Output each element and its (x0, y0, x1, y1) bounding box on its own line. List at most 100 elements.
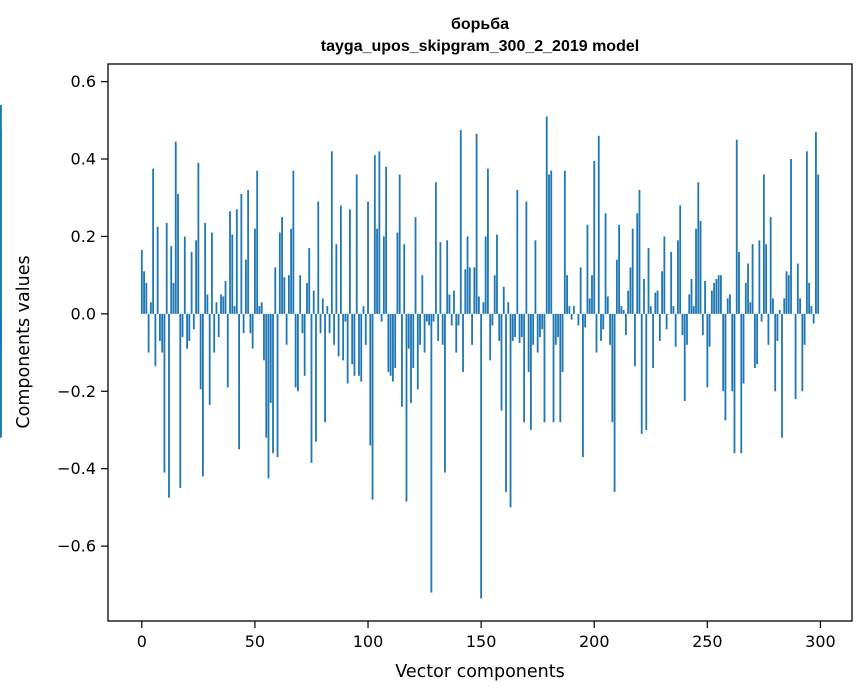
bar (455, 313, 458, 353)
bar (170, 246, 173, 314)
bar (416, 313, 419, 390)
bar (188, 313, 191, 341)
bar (364, 313, 367, 345)
bar (165, 222, 168, 314)
bar (613, 313, 616, 492)
bar (477, 296, 480, 314)
bar (570, 313, 573, 320)
bar (799, 298, 801, 314)
bar (554, 313, 557, 345)
bar (358, 313, 360, 376)
x-tick-label: 150 (466, 632, 497, 651)
bar (177, 193, 179, 314)
bar (670, 251, 673, 314)
bar (349, 209, 351, 314)
bar (238, 313, 240, 450)
bar (618, 224, 621, 314)
bar (303, 313, 306, 376)
bar (627, 290, 630, 314)
bar (459, 130, 462, 314)
bar (242, 313, 245, 334)
bar (796, 263, 799, 314)
x-axis-label: Vector components (395, 662, 564, 682)
bar (371, 313, 374, 500)
bar (640, 313, 643, 434)
bar (398, 174, 401, 314)
bar (217, 313, 220, 338)
bar (254, 228, 256, 314)
x-tick-label: 50 (245, 632, 265, 651)
bar (545, 116, 548, 314)
bar (342, 313, 345, 361)
bar (760, 313, 763, 322)
bar (591, 275, 593, 314)
bar (525, 201, 528, 314)
bar (643, 279, 645, 314)
bar (457, 313, 460, 326)
bar (380, 313, 383, 322)
bar (586, 224, 589, 314)
bar (425, 313, 428, 322)
bar (274, 267, 277, 314)
bar (333, 313, 335, 345)
bar (801, 313, 804, 392)
bar (557, 313, 559, 338)
bar (783, 298, 786, 314)
bar (389, 313, 392, 376)
bar (283, 277, 286, 314)
bar (729, 294, 731, 314)
bar (713, 282, 716, 314)
bar (249, 313, 252, 334)
x-tick-label: 200 (579, 632, 610, 651)
bar (502, 286, 505, 314)
bar (534, 240, 537, 314)
bar (753, 313, 756, 369)
bar (498, 313, 501, 341)
bar (516, 189, 519, 314)
bar (622, 309, 625, 314)
bar (263, 313, 265, 361)
bar (387, 313, 390, 372)
bar (156, 226, 159, 314)
bar (403, 244, 406, 314)
bar (794, 313, 797, 400)
bar (159, 313, 161, 341)
bar (747, 263, 749, 314)
bar (803, 313, 806, 345)
bar (405, 313, 408, 502)
bar (638, 189, 641, 314)
bar (733, 313, 736, 454)
bar (317, 201, 320, 314)
bar (683, 313, 686, 401)
bar (464, 269, 467, 314)
bar (722, 313, 725, 392)
bar (466, 236, 469, 314)
bar (0, 313, 2, 434)
bar (430, 313, 433, 593)
bar (489, 313, 492, 361)
bar (692, 306, 695, 314)
bar (602, 313, 605, 330)
bar (473, 267, 476, 314)
bar (790, 159, 792, 314)
bar (163, 313, 166, 473)
bar (726, 298, 729, 314)
bar (559, 313, 562, 423)
bar (756, 313, 759, 365)
bar (428, 313, 431, 326)
bar (762, 174, 765, 314)
bar (192, 313, 195, 330)
bar (152, 168, 155, 314)
bar (487, 168, 489, 314)
bar (561, 313, 564, 372)
bar (507, 302, 510, 314)
bar (339, 205, 342, 314)
chart-subtitle: tayga_upos_skipgram_300_2_2019 model (321, 38, 639, 55)
bar (677, 240, 679, 314)
bar (201, 313, 204, 477)
bar (582, 313, 584, 458)
bar (392, 313, 394, 382)
bar (226, 313, 229, 388)
bar (593, 160, 596, 314)
bar (550, 170, 553, 314)
